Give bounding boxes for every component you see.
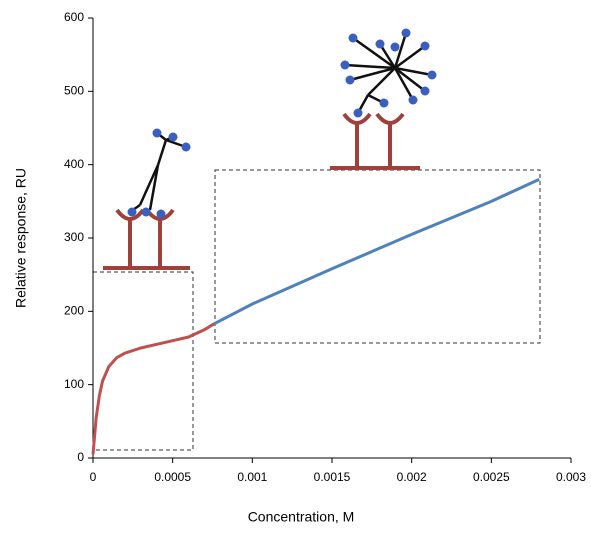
y-tick-label: 200 xyxy=(64,304,84,318)
region-box xyxy=(214,169,541,344)
molecule-icon xyxy=(127,128,191,219)
line-series xyxy=(91,322,215,455)
x-axis-label: Concentration, M xyxy=(248,509,355,525)
line-series xyxy=(213,177,540,326)
y-tick-label: 600 xyxy=(64,10,84,24)
molecule-icon xyxy=(340,28,437,118)
region-box xyxy=(92,271,194,451)
receptor-icon xyxy=(330,112,420,170)
y-tick-label: 300 xyxy=(64,230,84,244)
x-tick-label: 0.001 xyxy=(237,470,267,484)
receptor-icon xyxy=(103,208,190,270)
x-tick-label: 0.003 xyxy=(556,470,586,484)
y-tick-label: 100 xyxy=(64,377,84,391)
x-tick-label: 0.0005 xyxy=(154,470,191,484)
x-tick-label: 0.0015 xyxy=(314,470,351,484)
y-tick-label: 400 xyxy=(64,157,84,171)
x-tick-label: 0.0025 xyxy=(473,470,510,484)
x-tick-label: 0.002 xyxy=(397,470,427,484)
y-axis-label: Relative response, RU xyxy=(13,168,29,308)
x-tick-label: 0 xyxy=(90,470,97,484)
y-tick-label: 500 xyxy=(64,84,84,98)
y-tick-label: 0 xyxy=(77,450,84,464)
